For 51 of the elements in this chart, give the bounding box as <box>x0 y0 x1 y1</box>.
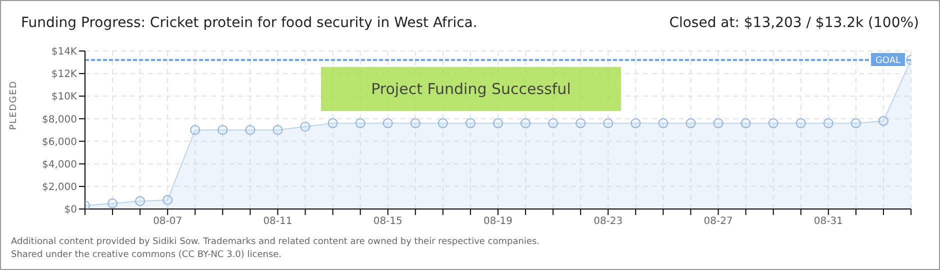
point <box>355 118 366 128</box>
point <box>658 118 668 128</box>
y-tick-label: $4,000 <box>42 159 77 170</box>
point <box>576 118 586 128</box>
point <box>823 118 834 128</box>
x-tick-label: 08-15 <box>373 216 402 228</box>
y-tick-label: $6,000 <box>42 136 77 148</box>
point <box>850 118 861 128</box>
y-tick-label: $2,000 <box>42 182 77 193</box>
point <box>796 118 806 128</box>
point <box>190 125 200 135</box>
point <box>713 118 724 128</box>
status-banner: Project Funding Successful <box>321 67 621 111</box>
point <box>768 118 778 128</box>
x-tick-label: 08-07 <box>153 216 182 228</box>
point <box>300 122 310 132</box>
chart-subtitle: Closed at: $13,203 / $13.2k (100%) <box>669 15 919 31</box>
point <box>878 116 888 126</box>
point <box>328 118 338 128</box>
y-axis-title: PLEDGED <box>9 80 20 130</box>
point <box>630 118 641 128</box>
chart-title: Funding Progress: Cricket protein for food security in West Africa. <box>21 15 478 31</box>
point <box>603 118 614 128</box>
text: Shared under the creative commons (CC BY-NC 3.0) license. <box>11 250 282 260</box>
point <box>108 198 118 208</box>
y-tick-label: $10K <box>51 92 78 103</box>
text: Additional content provided by Sidiki Sow. Trademarks and related content are owned by their respective companies. <box>11 237 540 247</box>
point <box>245 125 256 135</box>
point <box>382 118 393 128</box>
point <box>272 125 283 135</box>
y-tick-label: $12K <box>51 69 78 80</box>
x-tick-label: 08-19 <box>483 216 513 228</box>
point <box>493 118 503 128</box>
point <box>410 118 420 128</box>
point <box>740 118 751 128</box>
point <box>520 118 531 128</box>
x-tick-label: 08-31 <box>814 216 843 228</box>
x-tick-label: 08-23 <box>594 216 623 228</box>
ref-line-label: GOAL <box>875 56 901 66</box>
y-tick-label: $14K <box>51 46 78 58</box>
point <box>135 196 146 206</box>
point <box>438 118 448 128</box>
y-tick-label: $0 <box>64 204 77 216</box>
point <box>548 118 558 128</box>
point <box>686 118 696 128</box>
y-tick-label: $8,000 <box>42 114 77 126</box>
x-tick-label: 08-27 <box>704 216 733 228</box>
x-tick-label: 08-11 <box>263 216 292 228</box>
point <box>162 194 173 205</box>
point <box>218 125 228 135</box>
point <box>465 118 476 128</box>
